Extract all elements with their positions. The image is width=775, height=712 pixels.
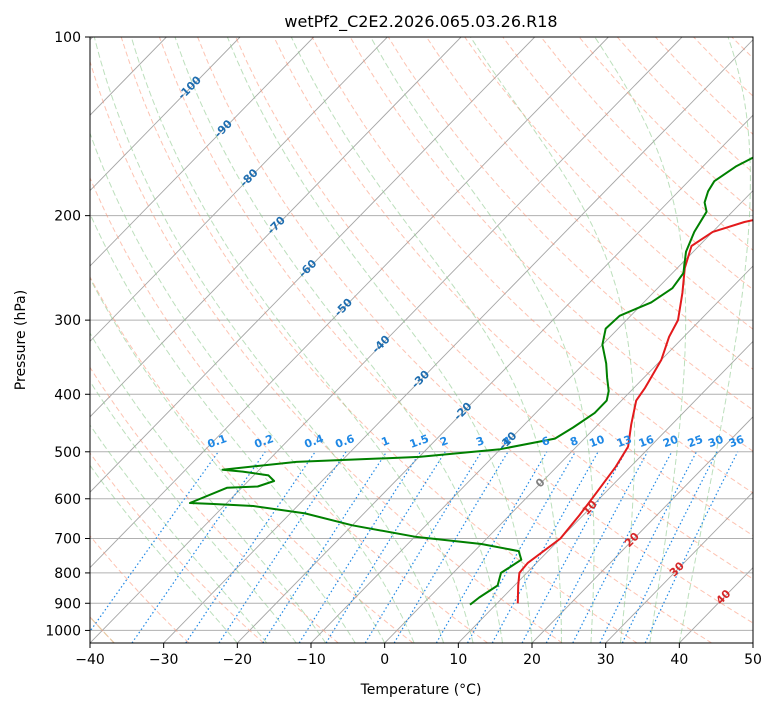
y-tick-label: 1000 — [45, 623, 81, 639]
y-tick-label: 700 — [54, 532, 81, 548]
x-tick-label: 10 — [449, 652, 467, 668]
chart-title: wetPf2_C2E2.2026.065.03.26.R18 — [284, 12, 557, 32]
x-axis-label: Temperature (°C) — [360, 682, 482, 698]
y-tick-label: 200 — [54, 209, 81, 225]
x-tick-label: 30 — [597, 652, 615, 668]
y-tick-label: 500 — [54, 445, 81, 461]
x-tick-label: −30 — [149, 652, 179, 668]
x-tick-label: 50 — [744, 652, 762, 668]
x-tick-label: −40 — [75, 652, 105, 668]
y-axis-label: Pressure (hPa) — [13, 290, 29, 390]
x-tick-label: −10 — [296, 652, 326, 668]
x-tick-label: 40 — [670, 652, 688, 668]
y-tick-label: 300 — [54, 313, 81, 329]
y-tick-label: 100 — [54, 30, 81, 46]
y-tick-label: 600 — [54, 492, 81, 508]
y-tick-label: 800 — [54, 566, 81, 582]
y-tick-label: 900 — [54, 596, 81, 612]
y-tick-label: 400 — [54, 387, 81, 403]
x-tick-label: 0 — [380, 652, 389, 668]
x-tick-label: 20 — [523, 652, 541, 668]
x-tick-label: −20 — [223, 652, 253, 668]
